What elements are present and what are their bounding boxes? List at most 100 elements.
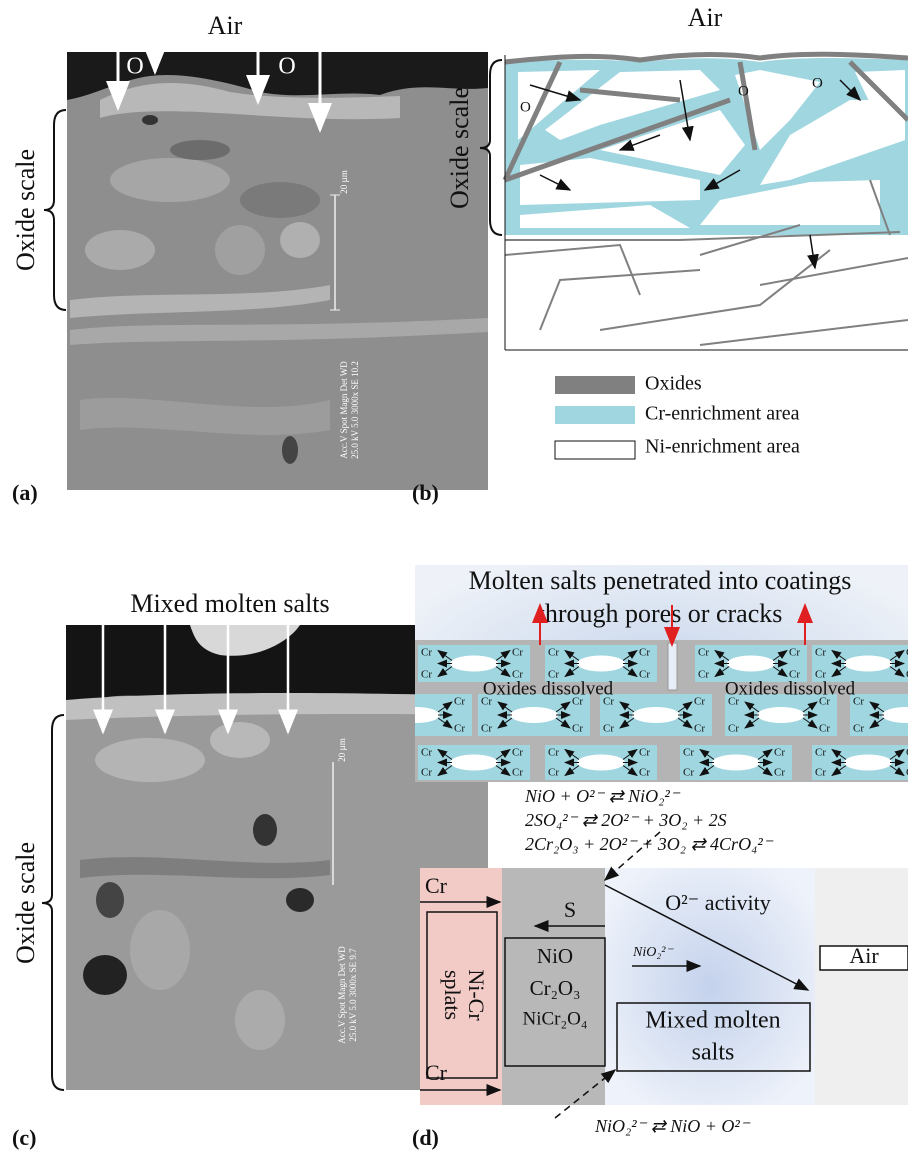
info-values: 25.0 kV 5.0 3000x SE 9.7 <box>348 948 358 1042</box>
rect-shape <box>668 643 677 690</box>
cr-label: Cr <box>421 747 432 759</box>
ellipse-shape <box>215 225 265 275</box>
path-shape <box>700 320 908 345</box>
ellipse-shape <box>282 436 298 464</box>
dissolved-label: Oxides dissolved <box>725 678 856 699</box>
ellipse-shape <box>95 738 205 782</box>
ellipse-shape <box>96 882 124 918</box>
panel-label: (c) <box>12 1125 36 1150</box>
scale-bar-label: 20 µm <box>339 170 349 193</box>
top-label: Mixed molten salts <box>130 589 329 618</box>
panel-label: (a) <box>12 480 38 505</box>
equation: NiO + O²⁻ ⇄ NiO₂²⁻ <box>524 786 681 806</box>
cr-label: Cr <box>853 723 864 735</box>
ellipse-shape <box>253 814 277 846</box>
splat-label: splats <box>440 970 465 1020</box>
g-shape: Cr Cr Cr Cr Cr Cr Cr Cr Cr Cr Cr Cr Cr Cr Cr Cr Cr Cr Cr Cr… <box>360 645 908 780</box>
pore <box>577 656 625 672</box>
ellipse-shape <box>235 990 285 1050</box>
legend-swatch <box>555 441 635 459</box>
figure: Air O O Oxide scale 20 µm Acc.V Spot Mag… <box>0 0 908 1153</box>
cr-label: Cr <box>639 669 650 681</box>
nio2-label: NiO₂²⁻ <box>632 945 674 960</box>
ellipse-shape <box>286 888 314 912</box>
path-shape <box>540 270 700 330</box>
cr-label: Cr <box>683 767 694 779</box>
side-label: Oxide scale <box>11 149 40 271</box>
pore <box>510 707 558 723</box>
dissolved-label: Oxides dissolved <box>483 678 614 699</box>
cr-label: Cr <box>481 723 492 735</box>
panel-label: (b) <box>412 480 439 505</box>
pore <box>632 707 680 723</box>
cr-label: Cr <box>421 647 432 659</box>
page: Air O O Oxide scale 20 µm Acc.V Spot Mag… <box>0 0 908 1153</box>
cr-label: Cr <box>815 747 826 759</box>
equation: NiO₂²⁻ ⇄ NiO + O²⁻ <box>594 1116 751 1136</box>
air-label: Air <box>849 943 879 968</box>
pore <box>757 707 805 723</box>
side-label: Oxide scale <box>445 87 474 209</box>
legend-swatch <box>555 406 635 424</box>
oxide-product: NiO <box>537 944 573 968</box>
cr-label: Cr <box>603 723 614 735</box>
ellipse-shape <box>110 158 230 202</box>
s-label: S <box>564 897 576 922</box>
cr-label: Cr <box>819 723 830 735</box>
cr-label: Cr <box>548 767 559 779</box>
cr-label: Cr <box>694 696 705 708</box>
oxygen-label: O <box>126 54 143 80</box>
info-header: Acc.V Spot Magn Det WD <box>339 361 349 459</box>
pore <box>844 755 892 771</box>
ellipse-shape <box>142 115 158 125</box>
oxygen-label: O <box>278 54 295 80</box>
cr-label: Cr <box>454 723 465 735</box>
path-shape <box>42 715 64 1090</box>
rect-shape <box>815 868 908 1105</box>
activity-label: O²⁻ activity <box>665 890 771 915</box>
ellipse-shape <box>83 955 127 995</box>
side-label: Oxide scale <box>11 842 40 964</box>
legend-label: Ni-enrichment area <box>645 436 800 458</box>
ellipse-shape <box>170 140 230 160</box>
pore <box>712 755 760 771</box>
oxide-product: Cr₂O₃ <box>530 976 581 1000</box>
ellipse-shape <box>130 910 190 990</box>
info-values: 25.0 kV 5.0 3000x SE 10.2 <box>350 361 360 459</box>
cr-label: Cr <box>454 696 465 708</box>
equation: 2SO₄²⁻ ⇄ 2O²⁻ + 3O₂ + 2S <box>525 810 727 830</box>
equation: 2Cr₂O₃ + 2O²⁻ + 3O₂ ⇄ 4CrO₄²⁻ <box>525 834 774 854</box>
top-label: Air <box>688 3 723 32</box>
path-shape <box>600 250 830 330</box>
ellipse-shape <box>280 222 320 258</box>
cr-label: Cr <box>548 647 559 659</box>
cr-label: Cr <box>698 669 709 681</box>
cr-label: Cr <box>698 647 709 659</box>
panel-label: (d) <box>412 1125 439 1150</box>
ellipse-shape <box>85 230 155 270</box>
pore <box>844 656 892 672</box>
cr-label: Cr <box>815 767 826 779</box>
cr-label: Cr <box>548 747 559 759</box>
oxide-product: NiCr₂O₄ <box>523 1008 588 1029</box>
cr-label: Cr <box>512 767 523 779</box>
cr-label: Cr <box>639 747 650 759</box>
pore <box>727 656 775 672</box>
cr-label: Cr <box>512 747 523 759</box>
cr-label: Cr <box>425 873 448 898</box>
legend-swatch <box>555 376 635 394</box>
cr-label: Cr <box>789 647 800 659</box>
ellipse-shape <box>210 722 270 758</box>
cr-label: Cr <box>421 669 432 681</box>
oxygen-label: O <box>738 83 749 99</box>
panel-a: Air O O Oxide scale 20 µm Acc.V Spot Mag… <box>11 11 488 505</box>
oxygen-label: O <box>520 99 531 115</box>
info-header: Acc.V Spot Magn Det WD <box>337 946 347 1044</box>
path-shape <box>505 245 640 295</box>
cr-label: Cr <box>572 723 583 735</box>
cr-label: Cr <box>815 647 826 659</box>
cr-label: Cr <box>774 767 785 779</box>
salt-label: salts <box>692 1040 735 1066</box>
cr-label: Cr <box>421 767 432 779</box>
pore <box>577 755 625 771</box>
